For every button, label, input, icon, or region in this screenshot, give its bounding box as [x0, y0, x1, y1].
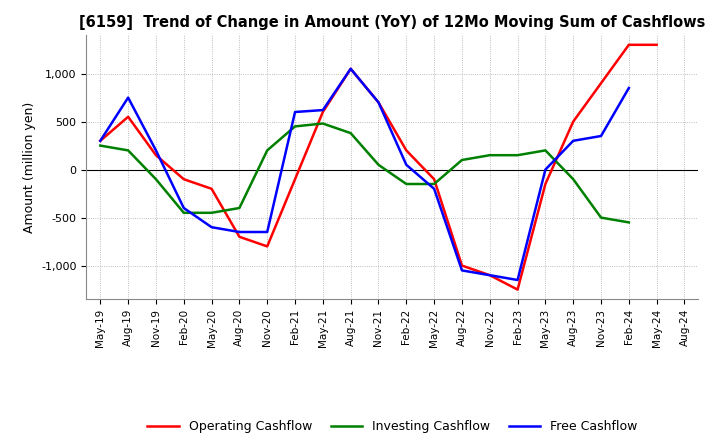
Free Cashflow [597, 133, 606, 139]
Operating Cashflow [263, 244, 271, 249]
Investing Cashflow [124, 148, 132, 153]
Free Cashflow [346, 66, 355, 71]
Free Cashflow [235, 229, 243, 235]
Title: [6159]  Trend of Change in Amount (YoY) of 12Mo Moving Sum of Cashflows: [6159] Trend of Change in Amount (YoY) o… [79, 15, 706, 30]
Operating Cashflow [207, 186, 216, 191]
Operating Cashflow [569, 119, 577, 124]
Operating Cashflow [318, 110, 327, 115]
Y-axis label: Amount (million yen): Amount (million yen) [22, 102, 35, 233]
Investing Cashflow [374, 162, 383, 168]
Operating Cashflow [124, 114, 132, 119]
Operating Cashflow [541, 181, 550, 187]
Investing Cashflow [624, 220, 633, 225]
Operating Cashflow [458, 263, 467, 268]
Operating Cashflow [513, 287, 522, 292]
Line: Free Cashflow: Free Cashflow [100, 69, 629, 280]
Free Cashflow [458, 268, 467, 273]
Free Cashflow [124, 95, 132, 100]
Free Cashflow [207, 224, 216, 230]
Investing Cashflow [513, 153, 522, 158]
Investing Cashflow [318, 121, 327, 126]
Investing Cashflow [207, 210, 216, 216]
Investing Cashflow [291, 124, 300, 129]
Investing Cashflow [430, 181, 438, 187]
Free Cashflow [624, 85, 633, 91]
Investing Cashflow [179, 210, 188, 216]
Line: Investing Cashflow: Investing Cashflow [100, 124, 629, 222]
Free Cashflow [179, 205, 188, 211]
Investing Cashflow [569, 176, 577, 182]
Operating Cashflow [96, 138, 104, 143]
Investing Cashflow [402, 181, 410, 187]
Operating Cashflow [402, 148, 410, 153]
Operating Cashflow [346, 66, 355, 71]
Free Cashflow [96, 138, 104, 143]
Investing Cashflow [541, 148, 550, 153]
Line: Operating Cashflow: Operating Cashflow [100, 45, 657, 290]
Free Cashflow [569, 138, 577, 143]
Free Cashflow [430, 186, 438, 191]
Free Cashflow [318, 107, 327, 113]
Investing Cashflow [458, 158, 467, 163]
Free Cashflow [513, 277, 522, 282]
Free Cashflow [485, 272, 494, 278]
Operating Cashflow [235, 234, 243, 239]
Legend: Operating Cashflow, Investing Cashflow, Free Cashflow: Operating Cashflow, Investing Cashflow, … [143, 415, 642, 438]
Operating Cashflow [179, 176, 188, 182]
Investing Cashflow [96, 143, 104, 148]
Free Cashflow [263, 229, 271, 235]
Free Cashflow [152, 148, 161, 153]
Operating Cashflow [152, 153, 161, 158]
Investing Cashflow [485, 153, 494, 158]
Free Cashflow [291, 110, 300, 115]
Operating Cashflow [624, 42, 633, 48]
Free Cashflow [541, 167, 550, 172]
Operating Cashflow [485, 272, 494, 278]
Operating Cashflow [597, 81, 606, 86]
Operating Cashflow [291, 176, 300, 182]
Free Cashflow [402, 162, 410, 168]
Operating Cashflow [374, 100, 383, 105]
Operating Cashflow [430, 176, 438, 182]
Investing Cashflow [152, 176, 161, 182]
Investing Cashflow [597, 215, 606, 220]
Investing Cashflow [346, 131, 355, 136]
Operating Cashflow [652, 42, 661, 48]
Free Cashflow [374, 100, 383, 105]
Investing Cashflow [263, 148, 271, 153]
Investing Cashflow [235, 205, 243, 211]
